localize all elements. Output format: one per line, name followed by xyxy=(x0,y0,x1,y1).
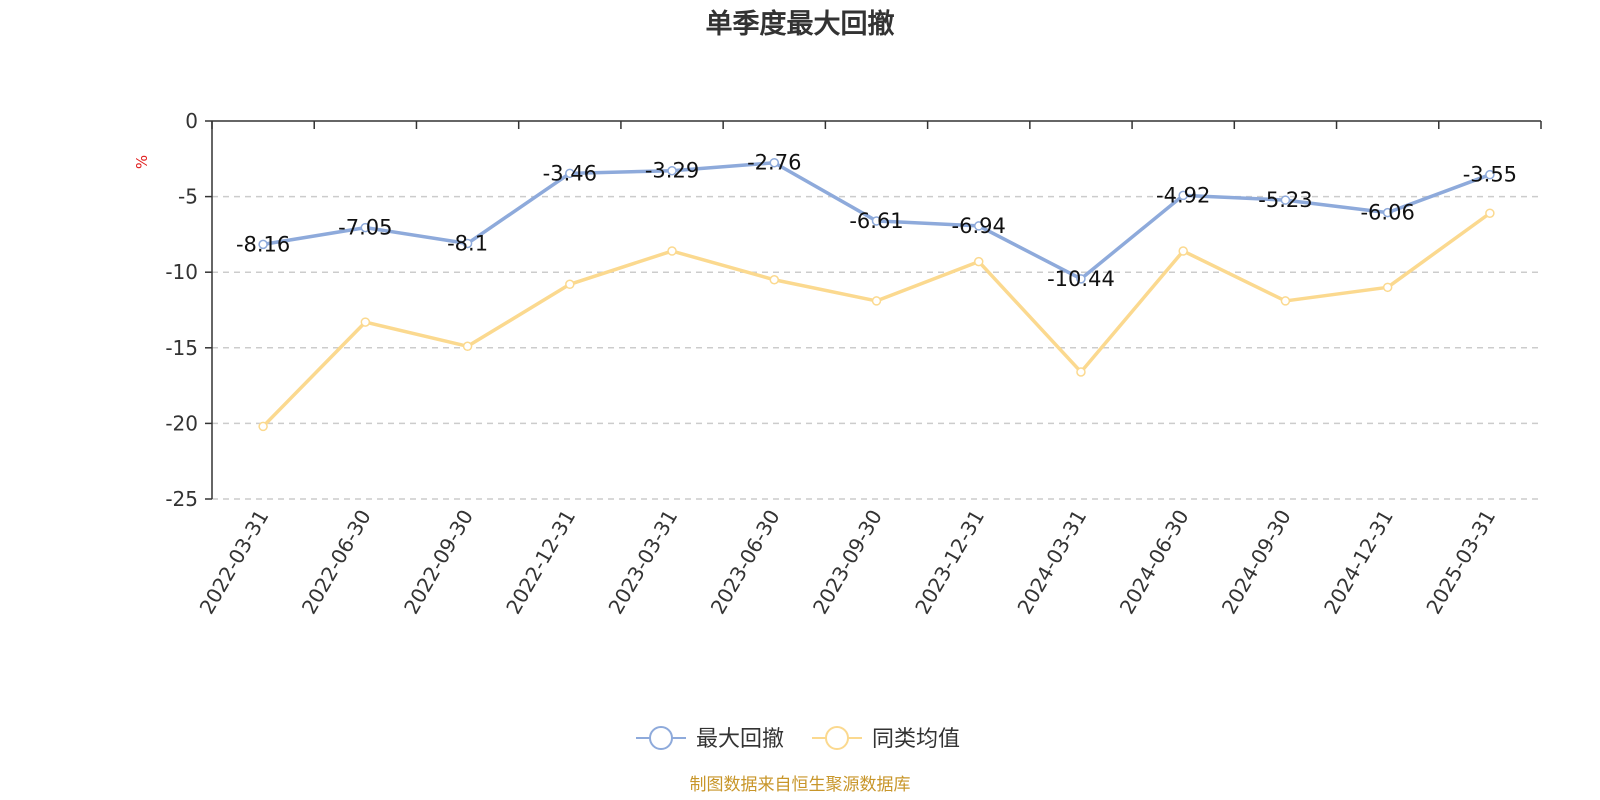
legend[interactable]: 最大回撤 同类均值 xyxy=(636,726,960,752)
series-1-point-1 xyxy=(360,317,371,327)
chart-title: 单季度最大回撤 xyxy=(706,8,895,40)
x-tick-label-11: 2024-12-31 xyxy=(1319,506,1398,619)
series-1-point-0 xyxy=(258,421,268,432)
data-label-10: -5.23 xyxy=(1258,188,1312,212)
data-label-2: -8.1 xyxy=(447,231,488,255)
series-1-point-6 xyxy=(871,296,882,306)
x-tick-label-12: 2025-03-31 xyxy=(1421,506,1500,619)
legend-label-0[interactable]: 最大回撤 xyxy=(696,727,784,752)
data-label-9: -4.92 xyxy=(1156,183,1210,207)
gridlines xyxy=(212,195,1541,500)
data-label-7: -6.94 xyxy=(952,214,1006,238)
y-tick-label-5: -25 xyxy=(165,487,198,511)
data-label-4: -3.29 xyxy=(645,159,699,183)
x-tick-label-8: 2024-03-31 xyxy=(1012,506,1091,619)
series-1-point-2 xyxy=(462,341,473,352)
series-0-point-12 xyxy=(1485,169,1495,180)
data-label-1: -7.05 xyxy=(338,216,392,240)
series-0-point-9 xyxy=(1178,190,1188,201)
series-0-point-1 xyxy=(360,222,371,233)
legend-label-1[interactable]: 同类均值 xyxy=(872,727,960,752)
y-axis-unit: % xyxy=(133,155,151,169)
x-tick-labels: 2022-03-31 2022-06-30 2022-09-30 2022-12-31… xyxy=(195,505,1501,618)
data-label-6: -6.61 xyxy=(849,209,903,233)
series-0-point-2 xyxy=(462,238,473,249)
x-tick-label-10: 2024-09-30 xyxy=(1217,506,1296,619)
data-labels: -8.16 -7.05 -8.1 -3.46 -3.29 -2.76 -6.61 -6.94 -… xyxy=(236,151,1517,291)
x-tick-label-9: 2024-06-30 xyxy=(1115,506,1194,619)
series-1-point-5 xyxy=(769,275,780,285)
x-tick-label-5: 2023-06-30 xyxy=(706,506,785,619)
series-0-point-6 xyxy=(871,216,882,226)
source-note: 制图数据来自恒生聚源数据库 xyxy=(690,775,911,795)
data-label-0: -8.16 xyxy=(236,232,290,256)
x-tick-label-0: 2022-03-31 xyxy=(195,506,274,619)
y-tick-label-2: -10 xyxy=(165,260,198,284)
data-label-11: -6.06 xyxy=(1360,201,1414,225)
data-label-12: -3.55 xyxy=(1463,163,1517,187)
series-0-point-8 xyxy=(1076,274,1086,284)
data-label-3: -3.46 xyxy=(543,161,597,185)
x-tick-label-6: 2023-09-30 xyxy=(808,506,887,619)
axes xyxy=(205,120,1542,500)
legend-marker-0[interactable] xyxy=(649,726,673,750)
series-group xyxy=(258,157,1495,432)
series-0-point-0 xyxy=(258,239,268,250)
series-1-point-9 xyxy=(1178,246,1188,256)
series-0-point-3 xyxy=(565,168,575,179)
x-tick-label-7: 2023-12-31 xyxy=(910,505,989,618)
data-label-8: -10.44 xyxy=(1047,267,1115,291)
series-0-point-4 xyxy=(667,165,677,176)
legend-marker-1[interactable] xyxy=(825,726,849,750)
series-1-point-12 xyxy=(1485,208,1495,218)
x-tick-label-3: 2022-12-31 xyxy=(501,506,580,619)
y-tick-label-3: -15 xyxy=(165,336,198,360)
series-1-point-7 xyxy=(973,256,984,267)
series-0-point-11 xyxy=(1382,207,1393,218)
series-1-point-10 xyxy=(1280,296,1291,306)
x-tick-label-2: 2022-09-30 xyxy=(399,505,478,618)
series-1-point-4 xyxy=(667,246,677,256)
x-tick-label-4: 2023-03-31 xyxy=(603,506,682,619)
data-label-5: -2.76 xyxy=(747,151,801,175)
series-0-point-5 xyxy=(769,157,780,168)
series-1-point-3 xyxy=(565,279,575,290)
y-tick-label-4: -20 xyxy=(165,411,198,435)
x-tick-label-1: 2022-06-30 xyxy=(297,506,376,619)
y-tick-label-0: 0 xyxy=(185,109,198,133)
y-tick-labels: 0 -5 -10 -15 -20 -25 xyxy=(165,109,198,511)
y-tick-label-1: -5 xyxy=(178,185,198,209)
series-1-point-8 xyxy=(1076,367,1086,377)
series-0-point-10 xyxy=(1280,195,1291,205)
series-1-point-11 xyxy=(1382,282,1393,293)
series-0-point-7 xyxy=(973,221,984,231)
